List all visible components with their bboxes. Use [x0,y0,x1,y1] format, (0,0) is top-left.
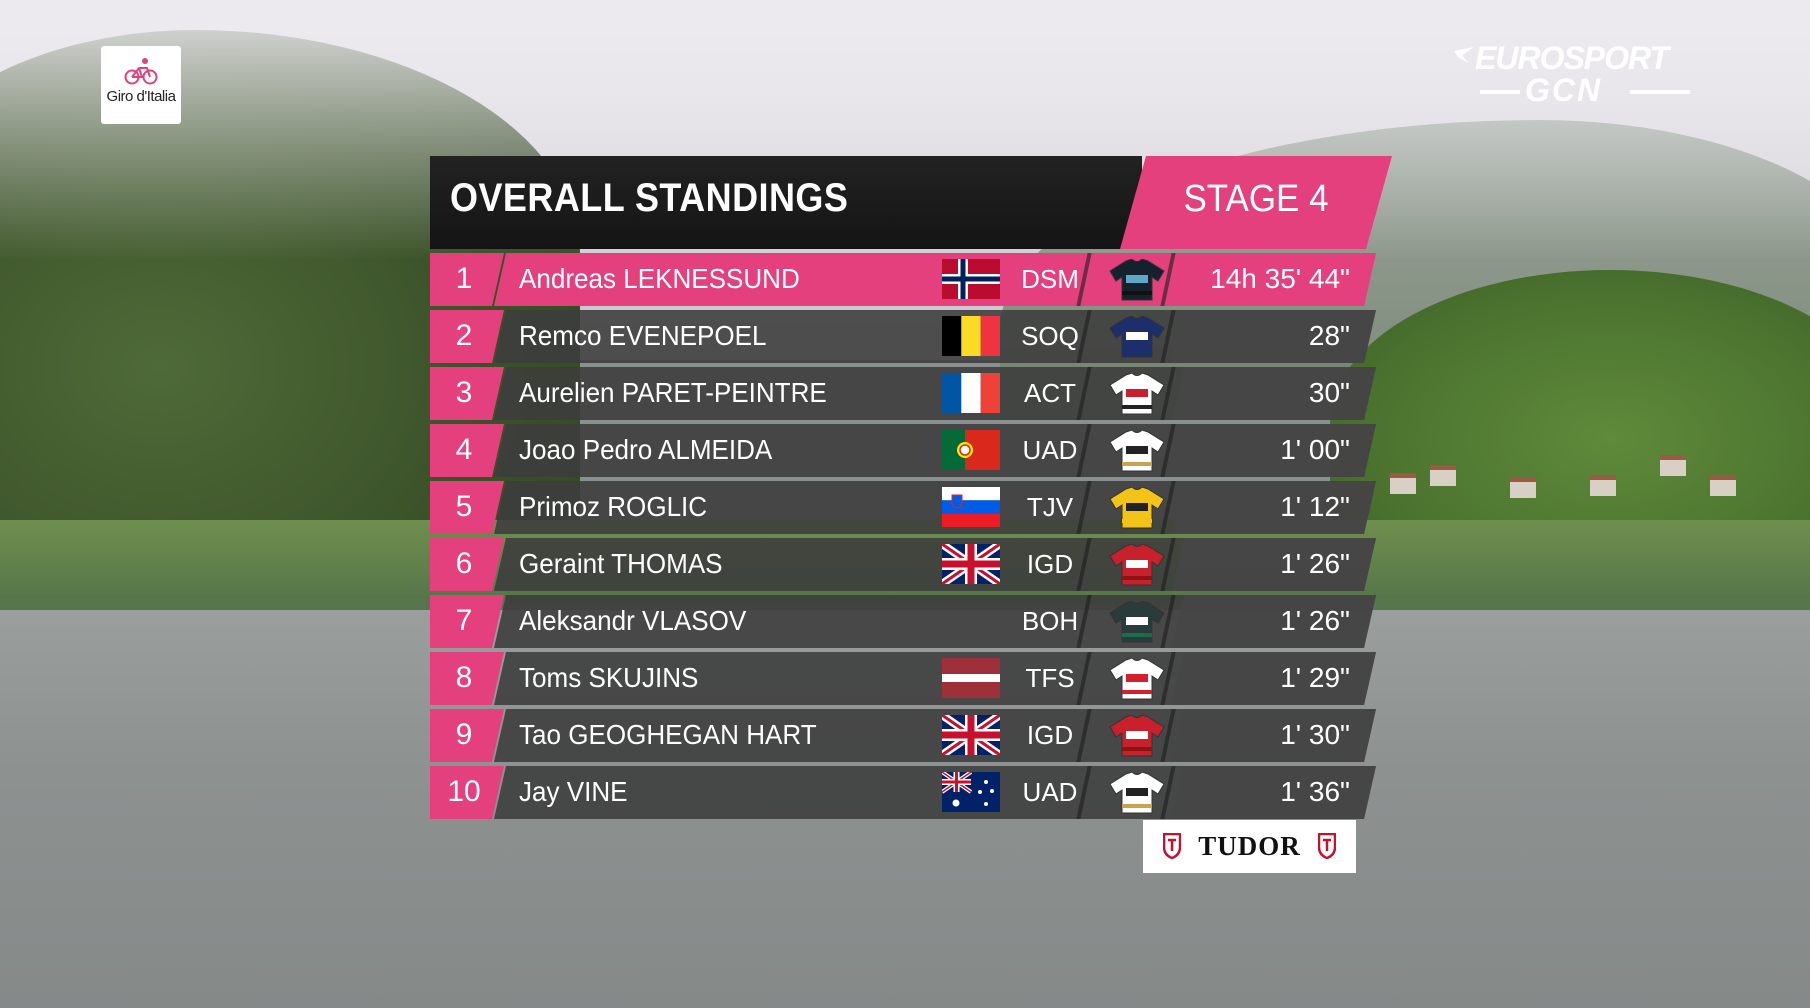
dsm-jersey-icon [1108,258,1166,301]
tjv-jersey-icon [1108,486,1166,529]
australia-flag-icon [942,772,1000,812]
time-gap: 28" [1308,320,1350,351]
slovenia-flag-icon [942,487,1000,527]
belgium-flag-icon [942,316,1000,356]
time-gap: 1' 29" [1280,662,1350,693]
rider-name: Andreas LEKNESSUND [519,263,800,294]
team-code: DSM [1021,264,1079,294]
latvia-flag-icon [942,658,1000,698]
shield-icon [1318,833,1336,859]
time-gap: 1' 36" [1280,776,1350,807]
rider-name: Toms SKUJINS [519,662,699,693]
sponsor-text: TUDOR [1198,831,1301,861]
team-code: ACT [1024,378,1076,408]
standings-header: OVERALL STANDINGS STAGE 4 [430,156,1390,249]
rider-name: Primoz ROGLIC [519,491,708,522]
position-badge: 9 [430,709,504,762]
position-number: 7 [455,604,473,637]
standings-row: 9 Tao GEOGHEGAN HART IGD 1' 30" [430,709,1376,762]
giro-logo-text: Giro d'Italia [106,88,176,105]
time-gap: 1' 30" [1280,719,1350,750]
rider-name: Aurelien PARET-PEINTRE [519,377,827,408]
eurosport-star-icon [1454,47,1474,63]
position-badge: 5 [430,481,504,534]
team-code: TJV [1026,492,1074,522]
standings-row: 4 Joao Pedro ALMEIDA UAD 1' 00" [430,424,1376,477]
time-gap: 30" [1308,377,1350,408]
giro-logo: Giro d'Italia [101,46,181,124]
soq-jersey-icon [1108,315,1166,358]
position-number: 1 [455,262,473,295]
team-code: IGD [1026,549,1074,579]
team-code: UAD [1022,777,1078,807]
position-number: 9 [455,718,473,751]
team-code: BOH [1021,606,1079,636]
gcn-text: GCN [1525,72,1603,108]
uad-jersey-icon [1108,429,1166,472]
eurosport-gcn-logo: EUROSPORT GCN [1440,40,1700,110]
igd-jersey-icon [1108,543,1166,586]
position-badge: 8 [430,652,504,705]
act-jersey-icon [1108,372,1166,415]
igd-jersey-icon [1108,714,1166,757]
position-number: 4 [455,433,473,466]
standings-row: 6 Geraint THOMAS IGD 1' 26" [430,538,1376,591]
position-badge: 1 [430,253,504,306]
stage-label: STAGE 4 [1183,178,1329,220]
team-code: IGD [1026,720,1074,750]
time-gap: 1' 12" [1280,491,1350,522]
eurosport-text: EUROSPORT [1475,40,1669,76]
rider-name: Remco EVENEPOEL [519,320,767,351]
uad-jersey-icon [1108,771,1166,814]
boh-jersey-icon [1108,600,1166,643]
portugal-flag-icon [942,430,1000,470]
none-flag-icon [942,601,1000,641]
team-code: UAD [1022,435,1078,465]
standings-row: 8 Toms SKUJINS TFS 1' 29" [430,652,1376,705]
position-number: 8 [455,661,473,694]
team-code: TFS [1025,663,1075,693]
position-number: 3 [455,376,473,409]
rider-name: Geraint THOMAS [519,548,723,579]
time-gap: 14h 35' 44" [1210,263,1350,294]
position-badge: 10 [430,766,504,819]
shield-icon [1163,833,1181,859]
standings-title: OVERALL STANDINGS [450,176,849,220]
standings-row: 3 Aurelien PARET-PEINTRE ACT 30" [430,367,1376,420]
norway-flag-icon [942,259,1000,299]
standings-row: 7 Aleksandr VLASOV BOH 1' 26" [430,595,1376,648]
position-badge: 3 [430,367,504,420]
position-number: 2 [455,319,473,352]
position-number: 10 [447,775,481,808]
time-gap: 1' 26" [1280,605,1350,636]
time-gap: 1' 00" [1280,434,1350,465]
standings-row: 2 Remco EVENEPOEL SOQ 28" [430,310,1376,363]
time-gap: 1' 26" [1280,548,1350,579]
france-flag-icon [942,373,1000,413]
cyclist-icon [124,58,158,85]
position-number: 6 [455,547,473,580]
position-badge: 6 [430,538,504,591]
team-code: SOQ [1021,321,1079,351]
rider-name: Joao Pedro ALMEIDA [519,434,773,465]
position-badge: 2 [430,310,504,363]
tudor-sponsor-logo: TUDOR [1143,820,1356,873]
standings-row: 5 Primoz ROGLIC TJV 1' 12" [430,481,1376,534]
standings-row: 1 Andreas LEKNESSUND DSM 14h 35' 44" [430,253,1376,306]
uk-flag-icon [942,715,1000,755]
standings-row: 10 Jay VINE UAD 1' 36" [430,766,1376,819]
rider-name: Jay VINE [519,776,628,807]
tfs-jersey-icon [1108,657,1166,700]
position-badge: 7 [430,595,504,648]
position-badge: 4 [430,424,504,477]
uk-flag-icon [942,544,1000,584]
position-number: 5 [455,490,473,523]
rider-name: Tao GEOGHEGAN HART [519,719,817,750]
rider-name: Aleksandr VLASOV [519,605,747,636]
